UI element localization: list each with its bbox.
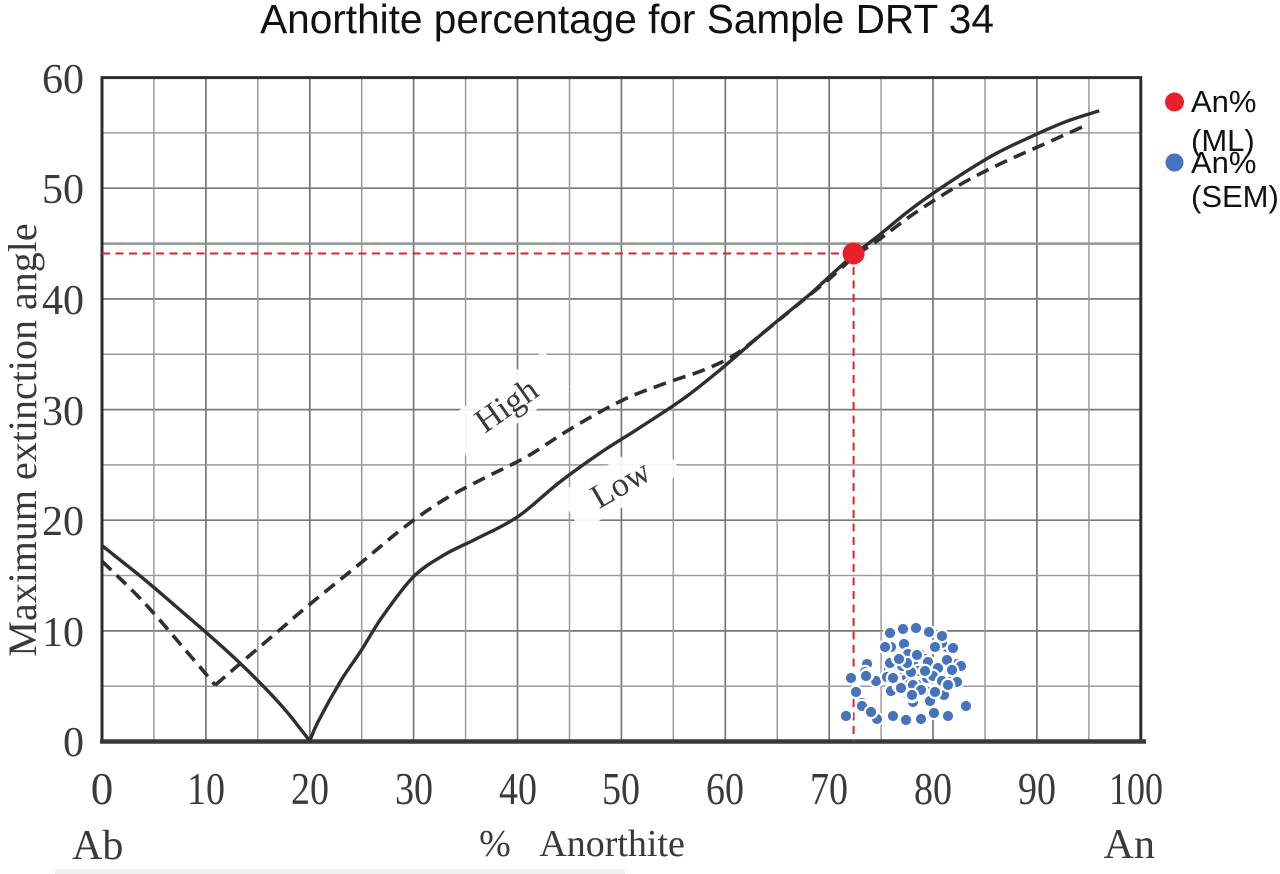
svg-text:Ab: Ab (72, 823, 123, 869)
svg-text:10: 10 (42, 610, 84, 656)
svg-text:50: 50 (42, 167, 84, 213)
svg-text:% Anorthite: % Anorthite (479, 823, 685, 865)
svg-text:80: 80 (914, 764, 952, 814)
svg-text:40: 40 (42, 278, 84, 324)
svg-text:0: 0 (91, 764, 114, 814)
svg-text:30: 30 (395, 764, 433, 814)
svg-text:60: 60 (42, 57, 84, 103)
svg-text:60: 60 (706, 764, 744, 814)
svg-text:An%: An% (1191, 84, 1256, 119)
svg-text:An: An (1104, 822, 1155, 868)
svg-text:90: 90 (1018, 764, 1056, 814)
svg-text:20: 20 (291, 764, 329, 814)
svg-text:10: 10 (187, 764, 225, 814)
svg-text:(SEM): (SEM) (1191, 179, 1279, 214)
svg-text:An%: An% (1191, 145, 1256, 180)
svg-text:0: 0 (63, 720, 84, 766)
svg-text:(ML): (ML) (1191, 123, 1255, 158)
svg-text:50: 50 (602, 764, 640, 814)
svg-text:20: 20 (42, 499, 84, 545)
svg-text:100: 100 (1109, 764, 1163, 814)
svg-text:Anorthite percentage for Sampl: Anorthite percentage for Sample DRT 34 (260, 0, 994, 42)
svg-text:Maximum extinction angle: Maximum extinction angle (0, 223, 45, 656)
svg-text:30: 30 (42, 389, 84, 435)
svg-text:70: 70 (810, 764, 848, 814)
svg-text:40: 40 (499, 764, 537, 814)
